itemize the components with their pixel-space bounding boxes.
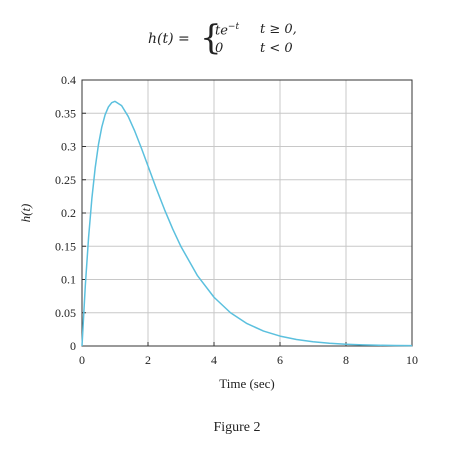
x-tick-label: 4 <box>211 353 217 367</box>
x-tick-label: 6 <box>277 353 283 367</box>
y-tick-label: 0.05 <box>55 306 76 320</box>
x-tick-label: 8 <box>343 353 349 367</box>
x-tick-label: 2 <box>145 353 151 367</box>
grid <box>82 80 412 346</box>
y-tick-label: 0.4 <box>61 73 76 87</box>
equation-case1-condition: t ≥ 0, <box>260 22 297 37</box>
series-line <box>81 100 413 347</box>
y-tick-label: 0 <box>70 339 76 353</box>
series <box>81 100 413 347</box>
x-axis-label: Time (sec) <box>219 376 275 391</box>
y-axis-label: h(t) <box>18 204 33 223</box>
equation-case1-exponent: −t <box>227 22 240 32</box>
x-tick-label: 0 <box>79 353 85 367</box>
equation-case1-expression: te−t <box>215 22 239 38</box>
y-tick-label: 0.1 <box>61 273 76 287</box>
x-tick-label: 10 <box>406 353 418 367</box>
ticks: 0 2 4 6 8 10 0 0.05 0.1 0.15 0.2 0.25 0.3 0.35 0.4 <box>55 73 418 367</box>
y-tick-label: 0.35 <box>55 106 76 120</box>
y-tick-label: 0.15 <box>55 239 76 253</box>
y-tick-label: 0.2 <box>61 206 76 220</box>
y-tick-label: 0.25 <box>55 173 76 187</box>
equation-lhs: h(t) = <box>148 31 190 47</box>
equation-case2-expression: 0 <box>215 41 224 56</box>
y-tick-label: 0.3 <box>61 140 76 154</box>
equation-brace: { <box>200 18 222 58</box>
equation: h(t) = { te−t t ≥ 0, 0 t < 0 <box>130 20 330 60</box>
equation-case2-condition: t < 0 <box>260 41 293 56</box>
equation-case1-base: te <box>215 23 228 39</box>
figure-caption: Figure 2 <box>213 420 261 435</box>
